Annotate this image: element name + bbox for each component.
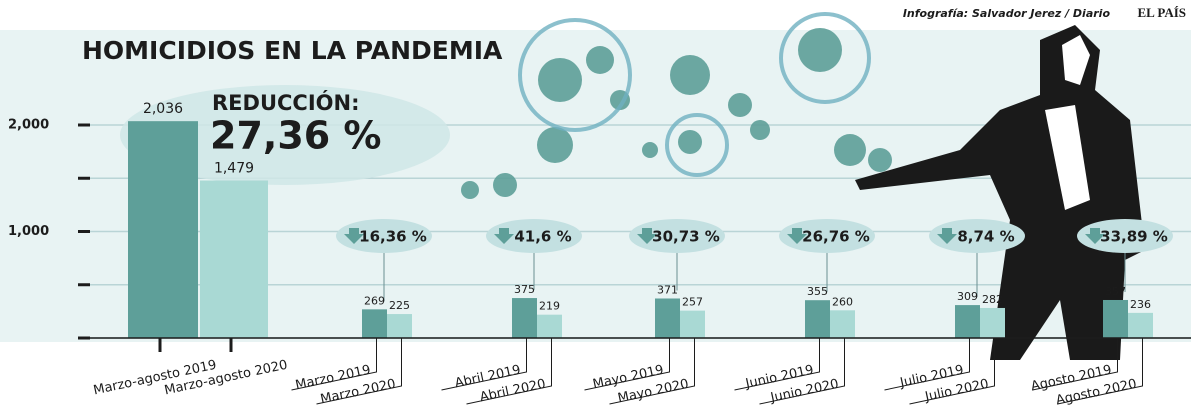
change-label: 8,74 % — [957, 228, 1014, 246]
bar — [980, 307, 1005, 338]
value-label: 371 — [657, 283, 678, 296]
arrow-icon — [344, 228, 364, 244]
y-tick-label: 1,000 — [8, 224, 49, 239]
bar — [512, 298, 537, 338]
change-label: 30,73 % — [652, 228, 720, 246]
bar — [1128, 312, 1153, 338]
highlight — [120, 85, 450, 185]
label-leader — [884, 338, 970, 391]
y-tick-label: 2,000 — [8, 118, 49, 133]
change-badge — [1077, 219, 1173, 253]
change-badge — [779, 219, 875, 253]
decoration — [518, 12, 871, 177]
arrow-icon — [937, 228, 957, 244]
bar — [362, 309, 387, 338]
label-leader — [316, 338, 402, 405]
bar — [955, 305, 980, 338]
bar — [680, 310, 705, 338]
value-label: 219 — [539, 300, 560, 313]
value-label: 260 — [832, 295, 853, 308]
decoration — [461, 28, 892, 199]
label-leader — [584, 338, 670, 391]
label-leader — [759, 338, 845, 405]
value-label: 282 — [982, 293, 1003, 306]
chart-title: HOMICIDIOS EN LA PANDEMIA — [82, 36, 503, 65]
change-label: 33,89 % — [1100, 228, 1168, 246]
label-leader — [466, 338, 552, 405]
change-label: 16,36 % — [359, 228, 427, 246]
change-label: 26,76 % — [802, 228, 870, 246]
change-badge — [629, 219, 725, 253]
bar — [200, 180, 268, 338]
label-leader — [909, 338, 995, 405]
bar — [805, 300, 830, 338]
arrow-icon — [494, 228, 514, 244]
value-label: 355 — [807, 285, 828, 298]
value-label: 236 — [1130, 298, 1151, 311]
value-label: 1,479 — [214, 160, 254, 176]
plot-background — [0, 30, 1191, 342]
credit: Infografía: Salvador Jerez / Diario — [903, 7, 1111, 20]
annotation: REDUCCIÓN: — [212, 90, 359, 115]
arrow-icon — [787, 228, 807, 244]
annotation: 27,36 % — [210, 114, 382, 158]
change-label: 41,6 % — [514, 228, 571, 246]
value-label: 357 — [1105, 285, 1126, 298]
label-leader — [1057, 338, 1143, 405]
label-leader — [734, 338, 820, 391]
decoration — [1045, 105, 1090, 210]
value-label: 2,036 — [143, 101, 183, 117]
bar — [537, 314, 562, 338]
change-badge — [486, 219, 582, 253]
brand: EL PAÍS — [1137, 5, 1186, 20]
change-badge — [929, 219, 1025, 253]
label-leader — [441, 338, 527, 391]
bar — [387, 314, 412, 338]
arrow-icon — [1085, 228, 1105, 244]
label-leader — [1032, 338, 1118, 391]
value-label: 269 — [364, 294, 385, 307]
bar — [655, 298, 680, 338]
arrow-icon — [637, 228, 657, 244]
value-label: 225 — [389, 299, 410, 312]
label-leader — [291, 338, 377, 391]
label-leader — [609, 338, 695, 405]
value-label: 257 — [682, 296, 703, 309]
bar — [1103, 299, 1128, 338]
change-badge — [336, 219, 432, 253]
value-label: 375 — [514, 283, 535, 296]
value-label: 309 — [957, 290, 978, 303]
decoration — [1062, 35, 1090, 85]
bar — [830, 310, 855, 338]
bar — [128, 121, 198, 338]
